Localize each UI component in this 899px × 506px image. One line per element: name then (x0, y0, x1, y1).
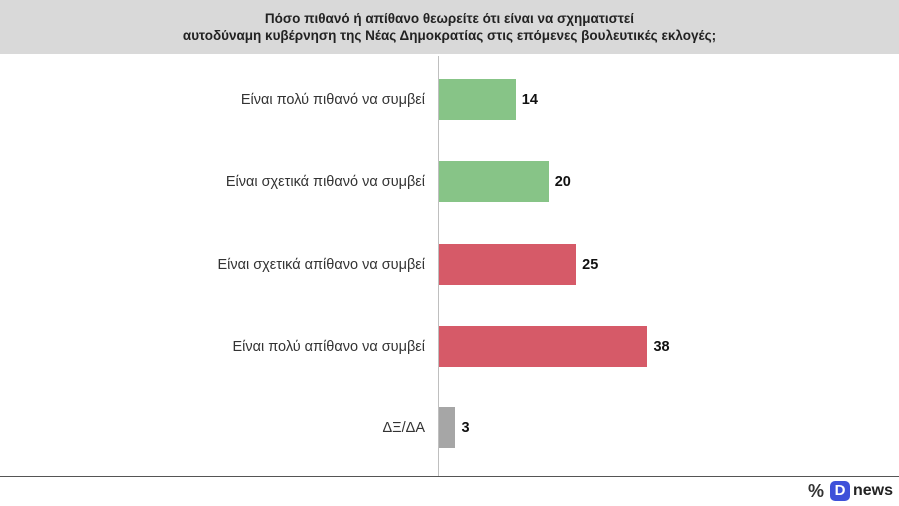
chart-title: Πόσο πιθανό ή απίθανο θεωρείτε ότι είναι… (0, 0, 899, 54)
percent-icon: % (807, 481, 824, 501)
bar (439, 326, 648, 367)
data-label: 20 (554, 173, 571, 190)
data-label: 14 (521, 91, 538, 108)
category-label: Είναι πολύ απίθανο να συμβεί (232, 338, 425, 355)
dnews-logo-icon: D (829, 481, 850, 501)
dnews-logo-text: news (852, 482, 893, 499)
footer-divider (0, 476, 899, 477)
category-label: Είναι σχετικά απίθανο να συμβεί (217, 256, 425, 273)
data-label: 38 (653, 338, 670, 355)
chart-title-line-1: Πόσο πιθανό ή απίθανο θεωρείτε ότι είναι… (264, 11, 635, 26)
bar (439, 79, 516, 120)
category-label: ΔΞ/ΔΑ (382, 419, 426, 436)
brand-logo: % D news (808, 480, 893, 502)
category-label: Είναι σχετικά πιθανό να συμβεί (225, 173, 425, 190)
bar (439, 244, 577, 285)
data-label: 25 (582, 256, 599, 273)
bar (439, 407, 456, 448)
data-label: 3 (461, 419, 470, 436)
category-label: Είναι πολύ πιθανό να συμβεί (240, 91, 425, 108)
chart-title-line-2: αυτοδύναμη κυβέρνηση της Νέας Δημοκρατία… (182, 28, 717, 43)
bar (439, 161, 549, 202)
category-axis-line (438, 56, 439, 476)
bar-chart: Είναι πολύ πιθανό να συμβεί 14 Είναι σχετι… (0, 56, 899, 476)
